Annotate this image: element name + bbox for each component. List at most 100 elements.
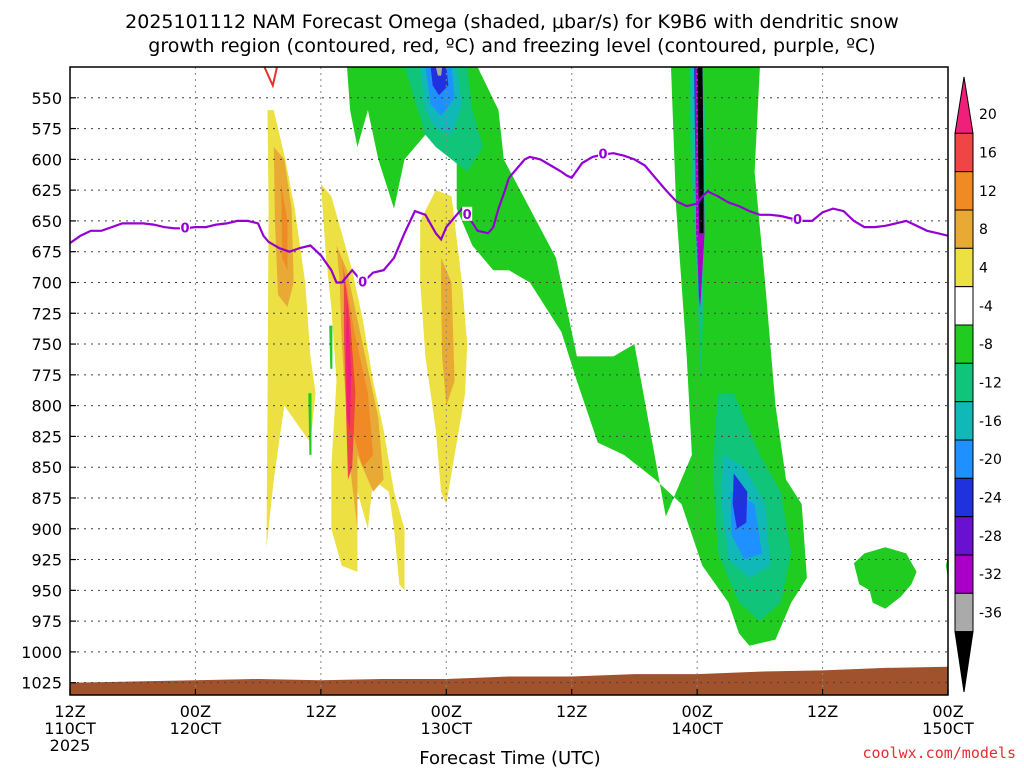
x-tick-line1-48: 12Z	[556, 702, 587, 721]
y-tick-label-675: 675	[31, 243, 62, 262]
credit-text: coolwx.com/models	[862, 744, 1016, 762]
colorbar-label-9: -20	[979, 452, 1002, 468]
freezing-level-label-0: 0	[180, 221, 189, 236]
freezing-level-label-4: 0	[793, 213, 802, 228]
contour-lines: 0 0 0 0 0	[70, 67, 948, 290]
colorbar-label-3: 8	[979, 222, 988, 238]
x-tick-line2-36: 130CT	[421, 719, 473, 738]
colorbar-seg-7	[954, 362, 974, 403]
freezing-level-label-1: 0	[358, 275, 367, 290]
omega-shading	[70, 67, 948, 695]
colorbar-label-8: -16	[979, 414, 1002, 430]
y-tick-label-975: 975	[31, 612, 62, 631]
omega-region-24	[435, 67, 443, 76]
omega-region-19	[430, 67, 449, 96]
y-tick-label-575: 575	[31, 120, 62, 139]
colorbar-seg-14	[954, 631, 974, 693]
x-tick-line1-60: 00Z	[681, 702, 712, 721]
y-tick-label-775: 775	[31, 366, 62, 385]
x-tick-line1-24: 12Z	[305, 702, 336, 721]
omega-region-27	[308, 393, 312, 455]
dgz-contour	[263, 67, 278, 89]
title-line-1: 2025101112 NAM Forecast Omega (shaded, μ…	[125, 11, 899, 33]
colorbar-seg-8	[954, 401, 974, 441]
colorbar: 20 16 12 8 4 -4 -8 -12 -16 -20 -24 -28 -32 -36	[954, 76, 1002, 693]
pressure-axis: 550 575 600 625 650 675 700 725 750 775 800 825 850 8…	[21, 89, 76, 693]
y-tick-label-825: 825	[31, 427, 62, 446]
x-axis-label: Forecast Time (UTC)	[419, 748, 600, 768]
colorbar-seg-9	[954, 439, 974, 479]
colorbar-seg-11	[954, 516, 974, 556]
title-line-2: growth region (contoured, red, ºC) and f…	[148, 35, 875, 57]
colorbar-seg-2	[954, 171, 974, 211]
omega-region-25	[853, 547, 917, 609]
terrain-area	[70, 666, 948, 695]
y-tick-label-700: 700	[31, 273, 62, 292]
y-tick-label-800: 800	[31, 397, 62, 416]
colorbar-label-10: -24	[979, 491, 1002, 507]
colorbar-label-12: -32	[979, 567, 1002, 583]
colorbar-label-13: -36	[979, 606, 1002, 622]
omega-region-28	[329, 325, 333, 369]
colorbar-label-4: 4	[979, 261, 988, 277]
x-tick-line2-84: 150CT	[922, 719, 974, 738]
x-tick-line1-12: 00Z	[180, 702, 211, 721]
colorbar-label-2: 12	[979, 184, 997, 200]
colorbar-label-0: 20	[979, 107, 997, 123]
omega-region-5	[341, 257, 374, 468]
y-tick-label-925: 925	[31, 551, 62, 570]
y-tick-label-725: 725	[31, 304, 62, 323]
colorbar-seg-0	[954, 76, 974, 134]
y-tick-label-650: 650	[31, 212, 62, 231]
x-tick-line2-12: 120CT	[170, 719, 222, 738]
colorbar-seg-6	[954, 324, 974, 364]
freezing-label-bg-3	[598, 146, 609, 161]
colorbar-seg-13	[954, 592, 974, 633]
grid-lines	[70, 67, 948, 695]
y-tick-label-1025: 1025	[21, 674, 62, 693]
y-tick-label-850: 850	[31, 458, 62, 477]
y-tick-label-900: 900	[31, 520, 62, 539]
y-tick-label-600: 600	[31, 150, 62, 169]
omega-region-9	[441, 257, 455, 406]
freezing-label-bg-0	[179, 220, 190, 235]
omega-region-7	[345, 294, 352, 431]
freezing-label-bg-4	[792, 211, 803, 226]
y-tick-label-550: 550	[31, 89, 62, 108]
freezing-level-label-2: 0	[463, 208, 472, 223]
x-tick-line3-0: 2025	[50, 736, 91, 755]
colorbar-seg-3	[954, 209, 974, 249]
colorbar-label-1: 16	[979, 146, 997, 162]
y-tick-label-875: 875	[31, 489, 62, 508]
y-tick-label-750: 750	[31, 335, 62, 354]
omega-region-0	[266, 110, 316, 548]
freezing-level-label-3: 0	[599, 147, 608, 162]
y-tick-label-1000: 1000	[21, 643, 62, 662]
x-tick-line2-0: 110CT	[44, 719, 96, 738]
y-tick-label-625: 625	[31, 181, 62, 200]
colorbar-seg-1	[954, 132, 974, 173]
omega-region-10	[347, 67, 807, 646]
colorbar-label-6: -8	[979, 337, 993, 353]
colorbar-label-7: -12	[979, 376, 1002, 392]
x-tick-line2-60: 140CT	[671, 719, 723, 738]
colorbar-label-5: -4	[979, 299, 993, 315]
x-tick-line1-84: 00Z	[932, 702, 963, 721]
omega-region-20	[732, 473, 748, 529]
freezing-level-line	[70, 152, 948, 285]
x-tick-line1-72: 12Z	[807, 702, 838, 721]
omega-region-23	[697, 67, 704, 234]
colorbar-seg-5	[954, 286, 974, 326]
plot-frame	[69, 66, 949, 696]
x-tick-line1-0: 12Z	[54, 702, 85, 721]
colorbar-seg-4	[954, 247, 974, 288]
colorbar-label-11: -28	[979, 529, 1002, 545]
colorbar-seg-12	[954, 554, 974, 594]
freezing-label-bg-1	[357, 274, 368, 289]
colorbar-seg-10	[954, 477, 974, 518]
y-tick-label-950: 950	[31, 581, 62, 600]
x-tick-line1-36: 00Z	[431, 702, 462, 721]
freezing-label-bg-2	[462, 206, 473, 221]
